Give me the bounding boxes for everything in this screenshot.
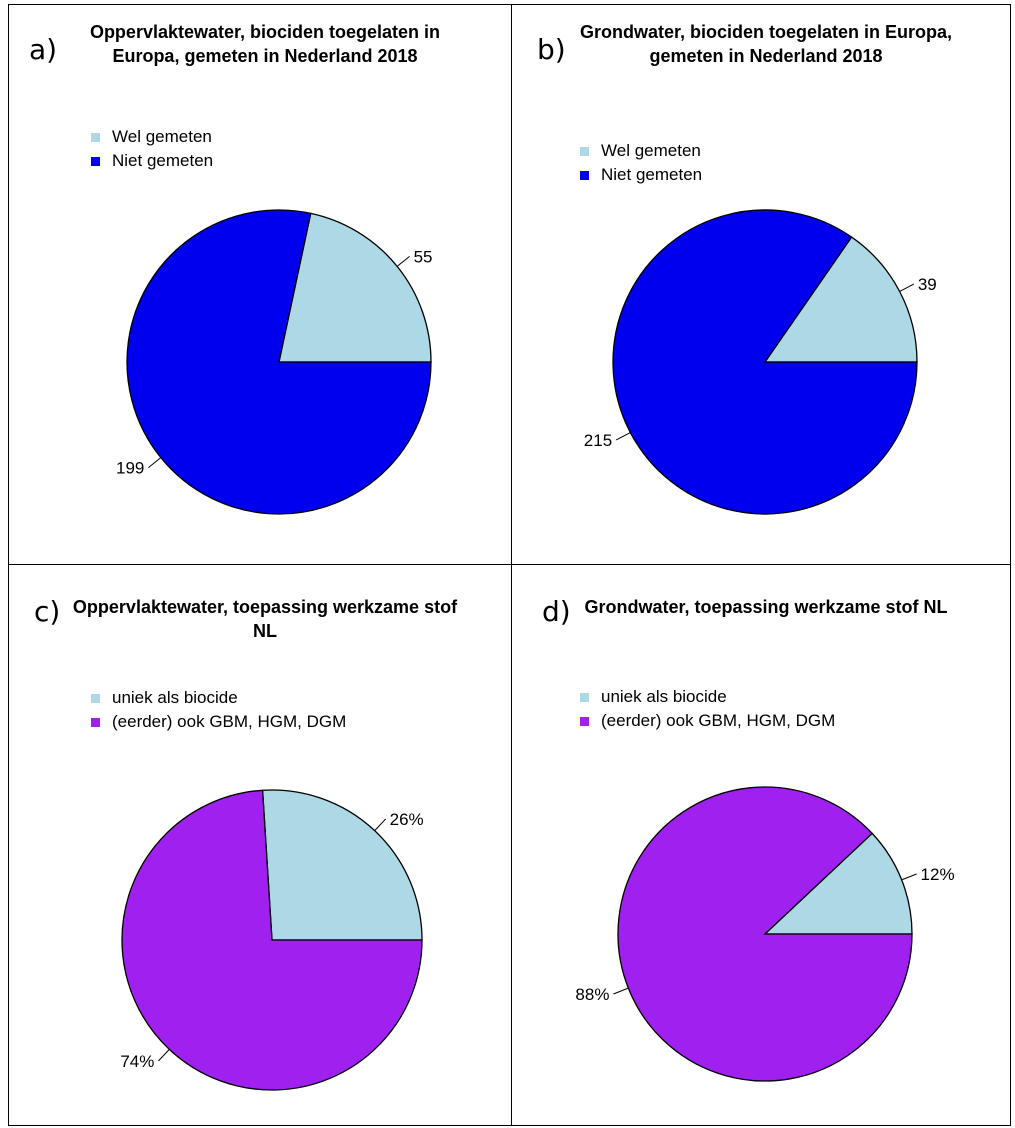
chart-title: Grondwater, toepassing werkzame stof NL <box>584 597 948 617</box>
legend-item: Niet gemeten <box>91 149 213 173</box>
pie-slice <box>126 209 432 515</box>
label-leader-line <box>148 457 162 469</box>
legend-swatch <box>91 693 100 703</box>
legend-item: uniek als biocide <box>580 685 835 709</box>
chart-legend: Wel gemeten Niet gemeten <box>91 125 213 173</box>
legend-item: Wel gemeten <box>580 139 702 163</box>
legend-item: Niet gemeten <box>580 163 702 187</box>
legend-label: Niet gemeten <box>112 151 214 170</box>
slice-label: 88% <box>575 985 609 1004</box>
chart-title: Grondwater, biociden toegelaten in Europ… <box>579 22 953 66</box>
slice-label: 215 <box>584 431 612 450</box>
legend-item: (eerder) ook GBM, HGM, DGM <box>580 709 835 733</box>
slice-label: 12% <box>921 865 955 884</box>
pie-chart: 39 215 <box>584 209 937 515</box>
legend-item: (eerder) ook GBM, HGM, DGM <box>91 710 346 734</box>
legend-swatch <box>91 717 100 727</box>
pie-chart: 55 199 <box>116 209 433 515</box>
panel-letter: b) <box>537 33 566 66</box>
legend-swatch <box>580 716 589 726</box>
chart-legend: uniek als biocide (eerder) ook GBM, HGM, … <box>580 685 835 733</box>
chart-title: Oppervlaktewater, biociden toegelaten in… <box>89 22 441 66</box>
slice-label: 39 <box>918 275 937 294</box>
legend-label: uniek als biocide <box>112 688 238 707</box>
pie-slice <box>261 789 423 941</box>
label-leader-line <box>615 432 631 441</box>
chart-panel: d) Grondwater, toepassing werkzame stof N… <box>511 564 1011 1126</box>
chart-legend: Wel gemeten Niet gemeten <box>580 139 702 187</box>
legend-swatch <box>580 146 589 156</box>
label-leader-line <box>158 1049 170 1062</box>
pie-chart: 26% 74% <box>120 789 424 1091</box>
legend-label: Niet gemeten <box>601 165 703 184</box>
chart-panel: a) Oppervlaktewater, biociden toegelaten … <box>8 4 512 565</box>
label-leader-line <box>899 283 915 292</box>
label-leader-line <box>396 255 410 267</box>
label-leader-line <box>374 818 386 831</box>
chart-legend: uniek als biocide (eerder) ook GBM, HGM, … <box>91 686 346 734</box>
legend-swatch <box>580 692 589 702</box>
legend-label: uniek als biocide <box>601 687 727 706</box>
pie-slice <box>121 789 423 1091</box>
chart-title: Oppervlaktewater, toepassing werkzame st… <box>72 597 458 641</box>
slice-label: 74% <box>120 1052 154 1071</box>
chart-panel: b) Grondwater, biociden toegelaten in Eur… <box>511 4 1011 565</box>
legend-label: Wel gemeten <box>112 127 212 146</box>
slice-label: 199 <box>116 459 144 478</box>
chart-panel: c) Oppervlaktewater, toepassing werkzame … <box>8 564 512 1126</box>
legend-label: Wel gemeten <box>601 141 701 160</box>
legend-label: (eerder) ook GBM, HGM, DGM <box>112 712 347 731</box>
pie-chart: 12% 88% <box>575 786 955 1082</box>
label-leader-line <box>613 987 629 995</box>
panel-letter: a) <box>29 33 58 66</box>
slice-label: 55 <box>414 247 433 266</box>
legend-swatch <box>91 132 100 142</box>
slice-label: 26% <box>390 810 424 829</box>
legend-label: (eerder) ook GBM, HGM, DGM <box>601 711 836 730</box>
pie-slice <box>612 209 918 515</box>
panel-letter: c) <box>34 595 61 628</box>
label-leader-line <box>901 873 917 881</box>
pie-slice <box>278 212 432 363</box>
legend-swatch <box>580 170 589 180</box>
legend-item: Wel gemeten <box>91 125 213 149</box>
panel-letter: d) <box>542 595 571 628</box>
pie-slice <box>763 832 913 935</box>
legend-item: uniek als biocide <box>91 686 346 710</box>
pie-slice <box>763 236 918 363</box>
legend-swatch <box>91 156 100 166</box>
pie-slice <box>617 786 913 1082</box>
